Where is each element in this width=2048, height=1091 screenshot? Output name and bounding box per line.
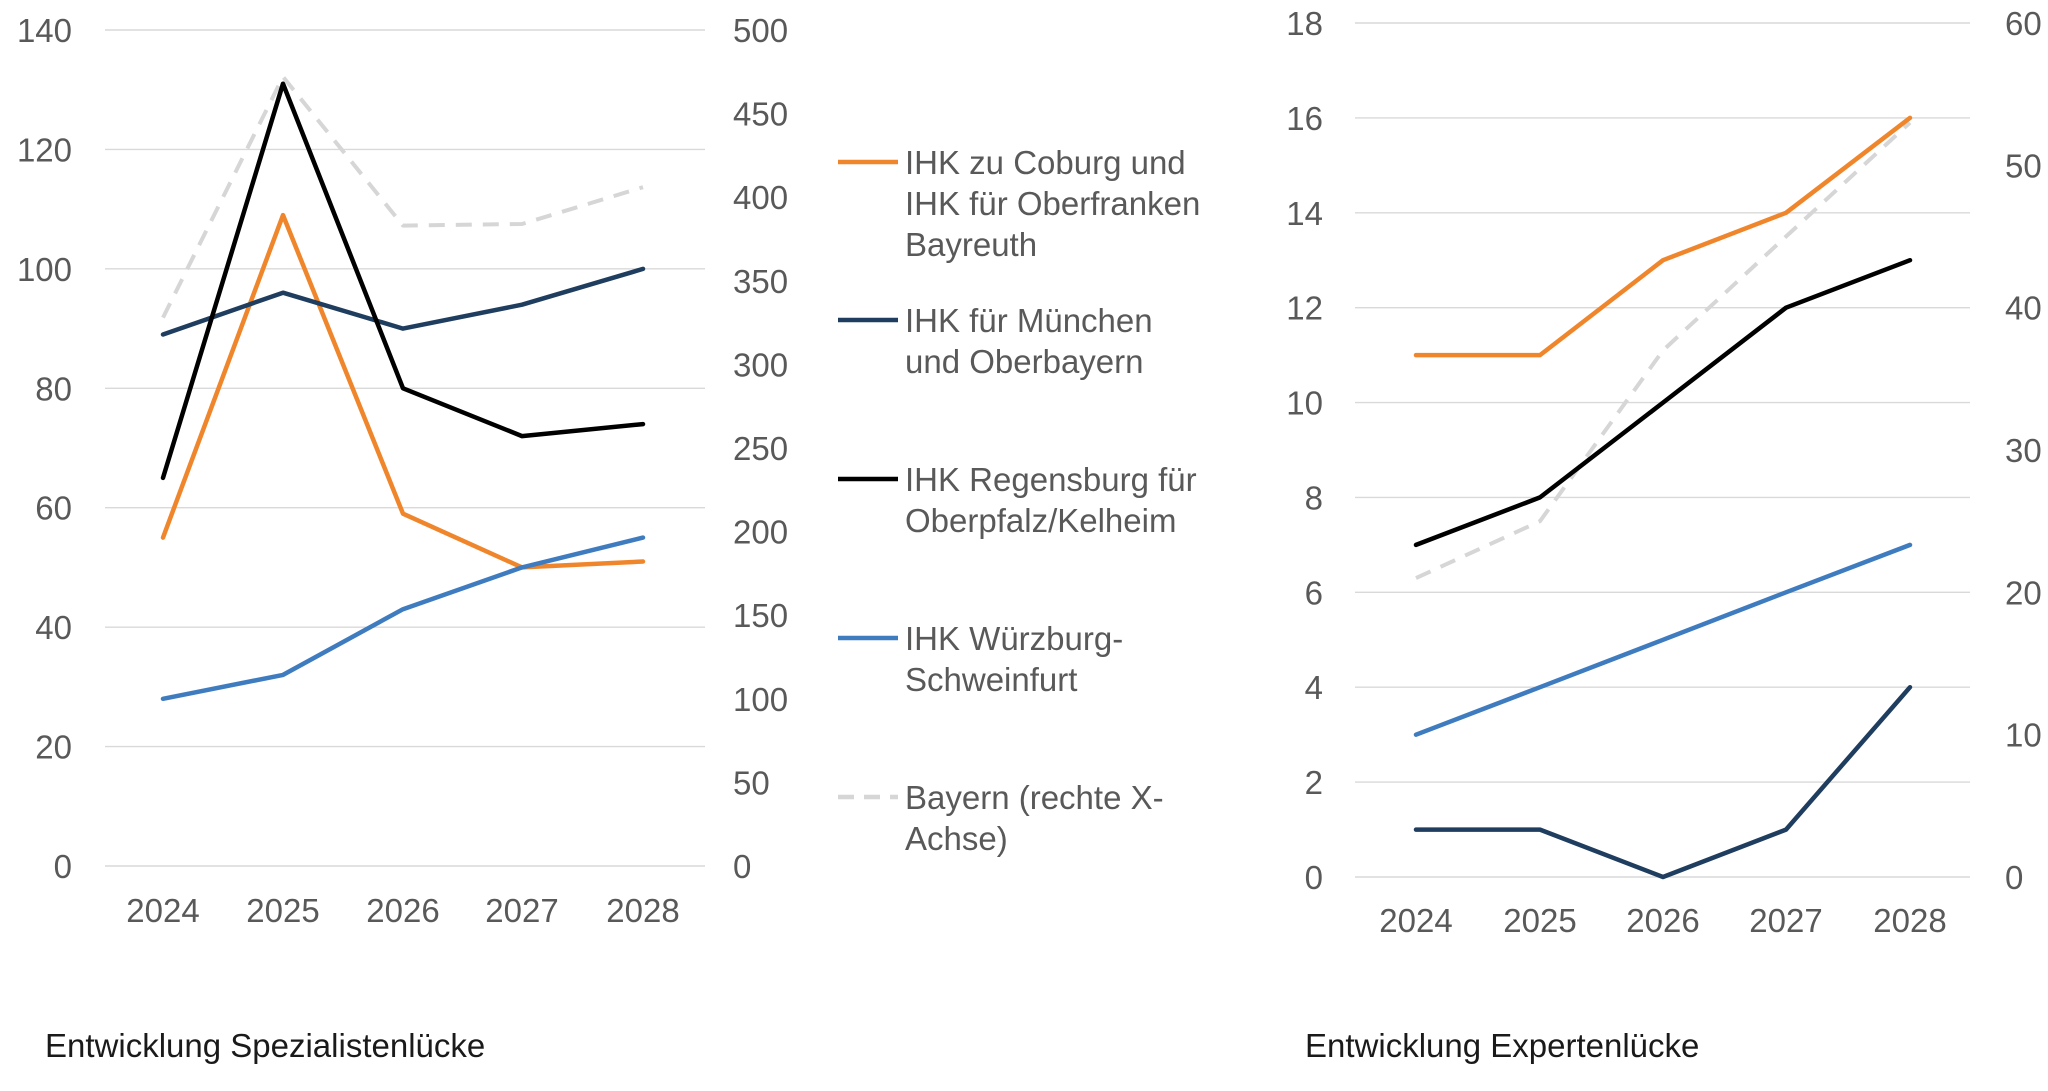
- x-tick-label: 2026: [1626, 902, 1699, 939]
- y-left-tick-label: 120: [17, 131, 72, 168]
- y-left-tick-label: 140: [17, 12, 72, 49]
- chart-title: Entwicklung Spezialistenlücke: [45, 1027, 485, 1064]
- series-line-wuerzburg: [1413, 542, 1913, 737]
- chart-2: 0 2 4 6 8 10 12 14 16 18 0 10 20 30 40 50 60 2024 2025 2026…: [1286, 5, 2041, 1064]
- series-line-bayern: [161, 74, 644, 319]
- x-tick-label: 2025: [246, 892, 319, 929]
- series-line-regensburg: [160, 81, 646, 481]
- y-right-tick-label: 500: [733, 12, 788, 49]
- y-left-tick-label: 2: [1305, 764, 1323, 801]
- legend-label: IHK für München: [905, 302, 1153, 339]
- x-tick-label: 2028: [606, 892, 679, 929]
- legend: IHK zu Coburg und IHK für Oberfranken Bayr…: [838, 144, 1200, 857]
- y-right-tick-label: 30: [2005, 432, 2042, 469]
- y-left-tick-label: 0: [54, 848, 72, 885]
- y-left-tick-label: 12: [1286, 290, 1323, 327]
- legend-label: IHK für Oberfranken: [905, 185, 1200, 222]
- series-line-coburg: [160, 212, 646, 570]
- legend-entry-wuerzburg: IHK Würzburg- Schweinfurt: [838, 620, 1123, 698]
- legend-entry-muenchen: IHK für München und Oberbayern: [838, 302, 1153, 380]
- y-right-tick-label: 50: [2005, 147, 2042, 184]
- y-left-tick-label: 8: [1305, 479, 1323, 516]
- x-tick-label: 2024: [1379, 902, 1452, 939]
- series-line-wuerzburg: [160, 535, 646, 702]
- legend-label: Bayern (rechte X-: [905, 779, 1164, 816]
- legend-label: IHK Würzburg-: [905, 620, 1123, 657]
- y-left-tick-label: 0: [1305, 859, 1323, 896]
- y-right-tick-label: 60: [2005, 5, 2042, 42]
- y-right-tick-label: 450: [733, 96, 788, 133]
- x-tick-label: 2027: [485, 892, 558, 929]
- x-tick-label: 2028: [1873, 902, 1946, 939]
- legend-label: Schweinfurt: [905, 661, 1077, 698]
- legend-label: Bayreuth: [905, 226, 1037, 263]
- y-right-tick-label: 150: [733, 597, 788, 634]
- legend-entry-regensburg: IHK Regensburg für Oberpfalz/Kelheim: [838, 461, 1197, 539]
- chart-1: 0 20 40 60 80 100 120 140 0 50 100 150 200 250 300 350 4…: [17, 12, 788, 1064]
- y-left-tick-label: 80: [35, 370, 72, 407]
- y-right-tick-label: 300: [733, 346, 788, 383]
- y-right-tick-label: 0: [2005, 859, 2023, 896]
- y-right-tick-label: 250: [733, 430, 788, 467]
- legend-label: IHK Regensburg für: [905, 461, 1197, 498]
- y-left-tick-label: 20: [35, 729, 72, 766]
- x-tick-label: 2026: [366, 892, 439, 929]
- y-right-tick-label: 40: [2005, 290, 2042, 327]
- series-line-coburg: [1413, 115, 1913, 358]
- y-right-tick-label: 20: [2005, 574, 2042, 611]
- y-right-tick-label: 100: [733, 681, 788, 718]
- y-right-tick-label: 400: [733, 179, 788, 216]
- y-right-tick-label: 200: [733, 514, 788, 551]
- legend-entry-bayern: Bayern (rechte X- Achse): [838, 779, 1164, 857]
- legend-label: IHK zu Coburg und: [905, 144, 1186, 181]
- x-tick-label: 2025: [1503, 902, 1576, 939]
- legend-label: Achse): [905, 820, 1008, 857]
- legend-label: und Oberbayern: [905, 343, 1144, 380]
- chart-title: Entwicklung Expertenlücke: [1305, 1027, 1699, 1064]
- series-line-regensburg: [1413, 257, 1913, 548]
- legend-label: Oberpfalz/Kelheim: [905, 502, 1176, 539]
- y-left-tick-label: 16: [1286, 100, 1323, 137]
- series-line-muenchen: [160, 266, 646, 337]
- y-right-tick-label: 0: [733, 848, 751, 885]
- x-tick-label: 2024: [126, 892, 199, 929]
- legend-entry-coburg: IHK zu Coburg und IHK für Oberfranken Bayr…: [838, 144, 1200, 263]
- y-left-tick-label: 60: [35, 490, 72, 527]
- series-line-bayern: [1415, 121, 1912, 580]
- y-right-tick-label: 10: [2005, 717, 2042, 754]
- series-line-muenchen: [1413, 684, 1913, 880]
- x-tick-label: 2027: [1749, 902, 1822, 939]
- y-right-tick-label: 50: [733, 764, 770, 801]
- y-left-tick-label: 100: [17, 251, 72, 288]
- y-left-tick-label: 10: [1286, 385, 1323, 422]
- y-left-tick-label: 14: [1286, 195, 1323, 232]
- y-right-tick-label: 350: [733, 263, 788, 300]
- y-left-tick-label: 40: [35, 609, 72, 646]
- y-left-tick-label: 4: [1305, 669, 1323, 706]
- y-left-tick-label: 6: [1305, 574, 1323, 611]
- y-left-tick-label: 18: [1286, 5, 1323, 42]
